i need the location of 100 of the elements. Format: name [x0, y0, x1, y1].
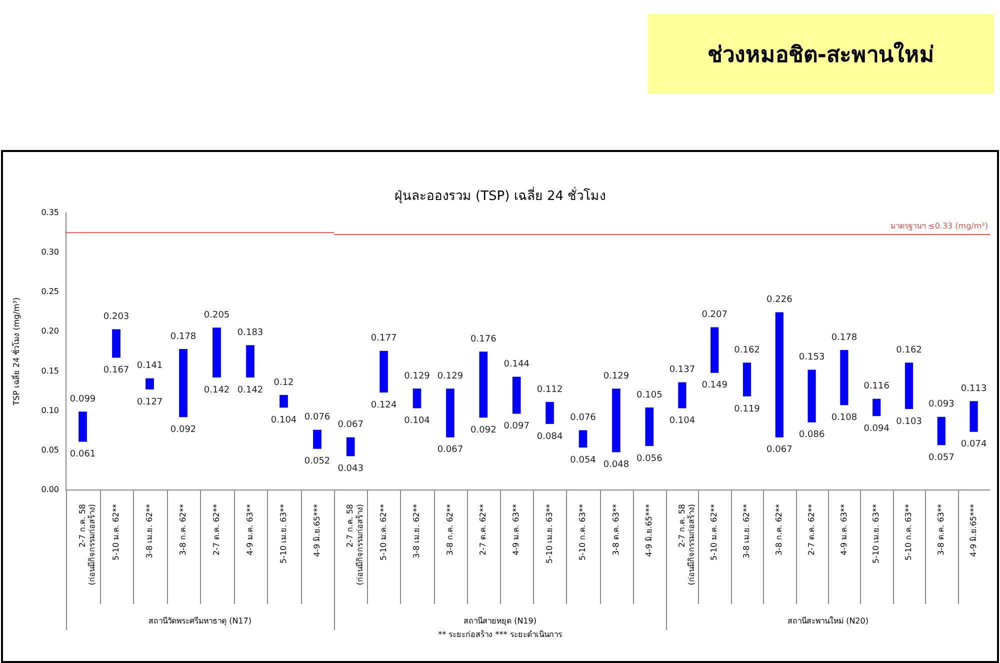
y-tick-label: 0.15 — [41, 366, 59, 376]
x-tick-label: 3-8 ต.ค. 63** — [936, 504, 946, 556]
bar — [710, 327, 719, 373]
annotation: 0.124 — [370, 400, 397, 410]
data-label: 0.183 — [237, 328, 264, 338]
bar — [280, 394, 288, 408]
data-label: 0.162 — [896, 345, 922, 356]
data-label: 0.129 — [437, 371, 464, 382]
x-tick-label: 4-9 มิ.ย.65*** — [644, 504, 654, 557]
y-axis-title: TSP เฉลี่ย 24 ชั่วโมง (mg/m³) — [10, 297, 21, 406]
x-tick-label: 5-10 ก.ค. 63** — [904, 504, 914, 561]
x-tick-label: 2-7 ก.ค. 58 (ก่อนมีกิจกรรมก่อสร้าง) — [677, 504, 696, 586]
data-label: 0.129 — [603, 371, 630, 382]
bar — [212, 328, 221, 378]
data-label: 0.205 — [204, 310, 230, 320]
bar — [742, 362, 752, 396]
bar — [904, 362, 914, 410]
y-tick-label: 0.25 — [41, 287, 59, 296]
annotation: 0.167 — [103, 366, 130, 376]
data-label: 0.105 — [636, 390, 662, 400]
annotation: 0.067 — [437, 445, 464, 456]
bar — [446, 388, 454, 438]
annotation: 0.048 — [603, 460, 630, 470]
annotation: 0.067 — [766, 445, 792, 456]
bar — [179, 349, 188, 418]
bar — [872, 398, 881, 416]
bar — [612, 388, 620, 452]
bar — [479, 352, 488, 418]
x-tick-label: 3-8 ก.ค. 62** — [445, 504, 454, 556]
y-tick-label: 0.35 — [41, 208, 59, 217]
data-label: 0.207 — [702, 310, 728, 320]
data-label: 0.144 — [504, 360, 530, 370]
x-tick-label: 2-7 ต.ค. 62** — [806, 504, 816, 556]
annotation: 0.104 — [669, 416, 696, 426]
annotation: 0.092 — [170, 424, 196, 435]
data-label: 0.141 — [136, 361, 163, 372]
ref-line-label: มาตรฐานฯ ≤0.33 (mg/m³) — [890, 222, 988, 231]
x-tick-label: 3-8 เม.ย. 62** — [742, 504, 752, 558]
annotation: 0.097 — [504, 422, 530, 432]
chart-title: ฝุ่นละอองรวม (TSP) เฉลี่ย 24 ชั่วโมง — [393, 186, 607, 206]
annotation: 0.127 — [136, 397, 163, 408]
data-label: 0.176 — [470, 334, 497, 344]
annotation: 0.086 — [798, 430, 825, 440]
bar — [146, 378, 154, 390]
bar — [112, 329, 120, 358]
data-label: 0.076 — [570, 413, 596, 424]
bar — [578, 430, 588, 448]
x-tick-label: 4-9 มิ.ย.65*** — [312, 504, 322, 557]
data-label: 0.177 — [370, 334, 397, 344]
annotation: 0.094 — [864, 424, 890, 434]
x-tick-label: 3-8 ก.ค. 62** — [178, 504, 188, 556]
x-tick-label: 2-7 ต.ค. 62** — [478, 504, 488, 556]
x-tick-label: 4-9 ม.ค. 63** — [512, 504, 521, 556]
annotation: 0.052 — [304, 456, 330, 467]
bar — [775, 312, 784, 438]
annotation: 0.056 — [636, 454, 663, 464]
bar — [840, 350, 848, 406]
data-label: 0.112 — [536, 384, 563, 395]
x-tick-label: 2-7 ก.ค. 58 (ก่อนมีกิจกรรมก่อสร้าง) — [346, 504, 364, 586]
x-tick-label: 2-7 ต.ค. 62** — [212, 504, 221, 556]
annotation: 0.119 — [734, 404, 760, 414]
bar — [808, 370, 816, 422]
bar — [346, 437, 355, 456]
x-tick-label: 3-8 เม.ย. 62** — [144, 504, 154, 558]
x-tick-label: 3-8 ก.ค. 62** — [774, 504, 784, 556]
x-tick-label: 5-10 ม.ค. 62** — [111, 504, 120, 561]
bar — [678, 382, 686, 408]
x-axis-title: สถานีวัดพระศรีมหาธาตุ (N17) — [148, 616, 252, 626]
bar — [412, 388, 422, 408]
data-label: 0.093 — [928, 400, 954, 410]
x-tick-label: 5-10 ม.ค. 62** — [378, 504, 388, 561]
x-axis-title: สถานีสายหยุด (N19) — [464, 616, 536, 626]
data-label: 0.113 — [960, 384, 987, 394]
y-tick-label: 0.05 — [41, 445, 59, 454]
data-label: 0.162 — [734, 345, 760, 356]
bar — [78, 412, 87, 442]
annotation: 0.057 — [928, 453, 954, 464]
x-tick-label: 4-9 ม.ค. 63** — [245, 504, 254, 556]
x-tick-label: 2-7 ก.ค. 58 (ก่อนมีกิจกรรมก่อสร้าง) — [78, 504, 96, 586]
data-label: 0.067 — [338, 420, 364, 430]
annotation: 0.142 — [237, 385, 264, 396]
x-tick-label: 3-8 ต.ค. 63** — [611, 504, 620, 556]
x-tick-label: 3-8 เม.ย. 62** — [412, 504, 422, 558]
annotation: 0.103 — [896, 416, 922, 427]
bar — [512, 376, 521, 414]
text: ** ระยะก่อสร้าง *** ระยะดำเนินการ — [437, 629, 563, 641]
data-label: 0.076 — [304, 412, 330, 423]
y-tick-label: 0.10 — [41, 406, 59, 415]
data-label: 0.12 — [274, 378, 294, 388]
annotation: 0.074 — [960, 440, 987, 450]
x-tick-label: 4-9 มิ.ย.65*** — [968, 504, 978, 557]
bar — [937, 416, 946, 446]
x-tick-label: 4-9 ม.ค. 63** — [839, 504, 848, 556]
bar — [546, 402, 554, 424]
data-label: 0.178 — [170, 332, 196, 342]
bar — [970, 401, 978, 432]
bar — [313, 430, 322, 449]
annotation: 0.108 — [831, 412, 858, 423]
data-label: 0.129 — [404, 371, 430, 382]
data-label: 0.116 — [864, 382, 890, 392]
